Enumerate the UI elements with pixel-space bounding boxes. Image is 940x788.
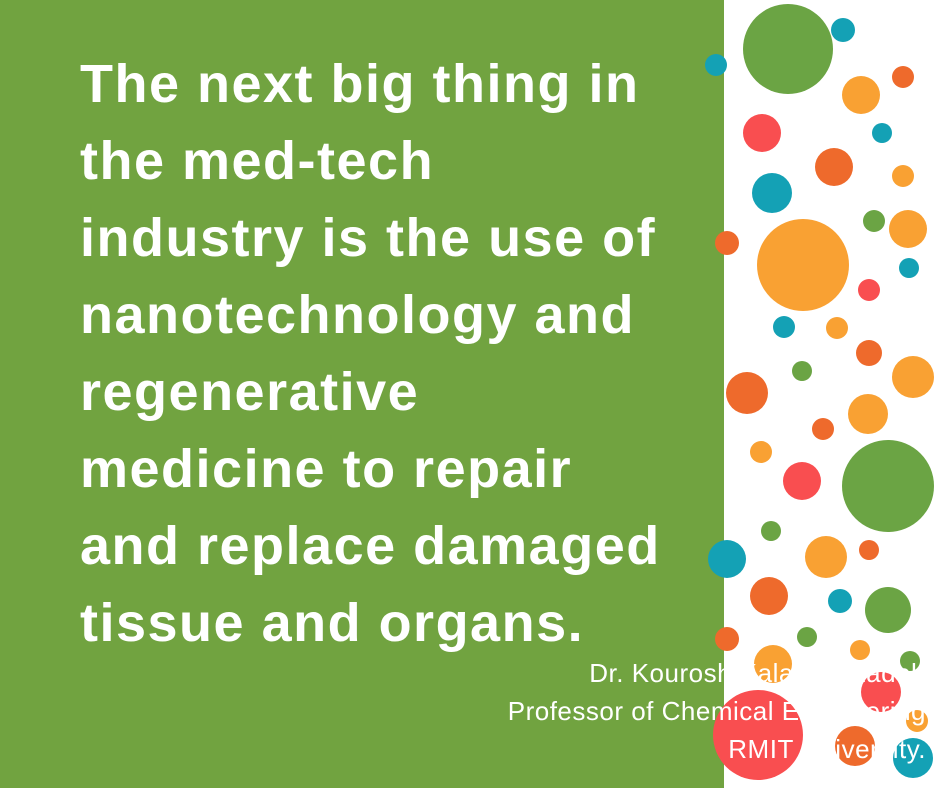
amber-dot: [892, 165, 914, 187]
red-dot: [743, 114, 781, 152]
teal-dot: [828, 589, 852, 613]
attribution-title: Professor of Chemical Engineering: [507, 696, 926, 726]
green-dot: [792, 361, 812, 381]
teal-dot: [831, 18, 855, 42]
amber-dot: [826, 317, 848, 339]
amber-dot: [805, 536, 847, 578]
quote-line: medicine to repair: [80, 439, 573, 499]
orange-dot: [726, 372, 768, 414]
green-dot: [797, 627, 817, 647]
green-dot: [761, 521, 781, 541]
amber-dot: [892, 356, 934, 398]
quote-line: the med-tech: [80, 131, 435, 191]
teal-dot: [752, 173, 792, 213]
orange-dot: [859, 540, 879, 560]
quote-line: nanotechnology and: [80, 285, 636, 345]
amber-dot: [757, 219, 849, 311]
amber-dot: [889, 210, 927, 248]
orange-dot: [750, 577, 788, 615]
green-dot: [863, 210, 885, 232]
quote-line: The next big thing in: [80, 54, 640, 114]
green-background-panel: [0, 0, 724, 788]
quote-text: The next big thing in the med-tech industr…: [80, 46, 720, 662]
orange-dot: [815, 148, 853, 186]
teal-dot: [872, 123, 892, 143]
attribution-affiliation: RMIT University.: [728, 734, 926, 764]
orange-dot: [856, 340, 882, 366]
red-dot: [858, 279, 880, 301]
quote-line: regenerative: [80, 362, 420, 422]
amber-dot: [750, 441, 772, 463]
teal-dot: [773, 316, 795, 338]
orange-dot: [892, 66, 914, 88]
attribution-name: Dr. Kourosh Kalantar-Zadeh: [589, 658, 926, 688]
red-dot: [783, 462, 821, 500]
quote-line: and replace damaged: [80, 516, 661, 576]
orange-dot: [812, 418, 834, 440]
green-dot: [842, 440, 934, 532]
green-dot: [743, 4, 833, 94]
attribution: Dr. Kourosh Kalantar-Zadeh Professor of …: [366, 654, 926, 768]
green-dot: [865, 587, 911, 633]
quote-line: industry is the use of: [80, 208, 657, 268]
amber-dot: [842, 76, 880, 114]
amber-dot: [848, 394, 888, 434]
teal-dot: [899, 258, 919, 278]
quote-line: tissue and organs.: [80, 593, 585, 653]
